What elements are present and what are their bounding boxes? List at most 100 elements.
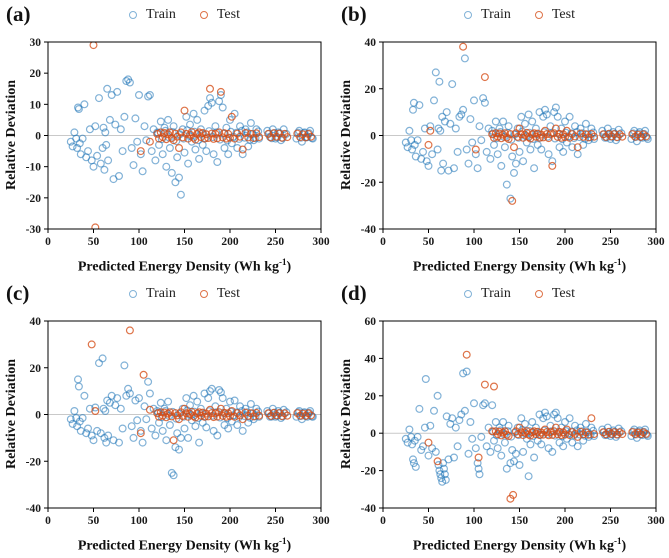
test-marker-icon [534, 290, 543, 298]
svg-text:40: 40 [365, 37, 377, 49]
svg-text:0: 0 [35, 410, 41, 422]
svg-text:0: 0 [35, 131, 41, 143]
svg-text:20: 20 [30, 363, 42, 375]
svg-text:250: 250 [267, 236, 285, 248]
legend-train-label: Train [146, 286, 176, 301]
legend-item-train: Train [464, 286, 511, 302]
svg-text:10: 10 [30, 99, 42, 111]
x-axis-label: Predicted Energy Density (Wh kg-1) [412, 536, 627, 554]
svg-text:300: 300 [647, 515, 665, 527]
legend-item-test: Test [534, 7, 575, 23]
test-points [424, 350, 651, 503]
svg-text:40: 40 [30, 316, 42, 328]
scatter-plot-b: 0 50 100 150 200 250 300 -40 -20 0 20 40 [361, 37, 665, 248]
svg-text:250: 250 [602, 236, 620, 248]
svg-text:-40: -40 [361, 503, 377, 515]
svg-text:0: 0 [370, 131, 376, 143]
axes-frame [382, 320, 657, 509]
test-marker-icon [199, 290, 208, 298]
train-points [401, 54, 652, 203]
legend-test-label: Test [216, 7, 240, 22]
svg-text:100: 100 [465, 515, 483, 527]
test-points [87, 326, 316, 445]
axis-ticks [379, 41, 657, 233]
legend: Train Test [48, 286, 321, 302]
legend-train-label: Train [146, 7, 176, 22]
tick-labels: 0 50 100 150 200 250 300 -30 -20 -10 0 10 20 30 [26, 37, 330, 248]
legend-item-train: Train [129, 7, 176, 23]
svg-text:-20: -20 [26, 456, 42, 468]
svg-text:0: 0 [45, 236, 51, 248]
legend-test-label: Test [551, 7, 575, 22]
svg-text:250: 250 [267, 515, 285, 527]
svg-text:0: 0 [380, 236, 386, 248]
svg-text:50: 50 [423, 515, 435, 527]
train-marker-icon [129, 11, 138, 19]
legend-train-label: Train [481, 286, 511, 301]
train-points [66, 354, 317, 480]
panel-b: 0 50 100 150 200 250 300 -40 -20 0 20 40 (b) Train … [335, 0, 669, 279]
svg-text:150: 150 [176, 515, 194, 527]
svg-text:200: 200 [221, 515, 239, 527]
svg-text:-30: -30 [26, 224, 42, 236]
svg-text:200: 200 [556, 236, 574, 248]
axis-ticks [379, 320, 657, 512]
axis-ticks [44, 41, 322, 233]
y-axis-label: Relative Deviation [4, 358, 19, 470]
legend-item-test: Test [199, 7, 240, 23]
legend-test-label: Test [216, 286, 240, 301]
svg-text:150: 150 [511, 236, 529, 248]
scatter-plot-a: 0 50 100 150 200 250 300 -30 -20 -10 0 10 20 30 [26, 37, 330, 248]
train-marker-icon [464, 290, 473, 298]
test-points [89, 42, 316, 229]
panel-letter: (c) [6, 281, 30, 305]
panel-c: 0 50 100 150 200 250 300 -40 -20 0 20 40 (c) Train … [0, 279, 334, 558]
tick-labels: 0 50 100 150 200 250 300 -40 -20 0 20 40 60 [361, 316, 665, 527]
x-axis-label: Predicted Energy Density (Wh kg-1) [412, 257, 627, 275]
legend-item-train: Train [464, 7, 511, 23]
test-marker-icon [534, 11, 543, 19]
legend: Train Test [383, 7, 656, 23]
svg-text:-20: -20 [26, 193, 42, 205]
svg-text:-20: -20 [361, 177, 377, 189]
panel-letter: (a) [6, 2, 31, 26]
legend-item-test: Test [199, 286, 240, 302]
svg-text:0: 0 [380, 515, 386, 527]
train-points [401, 367, 652, 486]
svg-text:20: 20 [365, 84, 377, 96]
y-axis-label: Relative Deviation [339, 358, 354, 470]
panel-a: 0 50 100 150 200 250 300 -30 -20 -10 0 10 20 30 (a) T… [0, 0, 334, 279]
svg-text:300: 300 [312, 515, 330, 527]
svg-text:0: 0 [45, 515, 51, 527]
svg-text:100: 100 [130, 236, 148, 248]
scatter-plot-d: 0 50 100 150 200 250 300 -40 -20 0 20 40 60 [361, 316, 665, 527]
legend-item-train: Train [129, 286, 176, 302]
svg-text:50: 50 [88, 515, 100, 527]
svg-text:100: 100 [465, 236, 483, 248]
svg-text:250: 250 [602, 515, 620, 527]
legend-train-label: Train [481, 7, 511, 22]
train-marker-icon [464, 11, 473, 19]
svg-text:150: 150 [511, 515, 529, 527]
svg-text:50: 50 [423, 236, 435, 248]
legend: Train Test [383, 286, 656, 302]
tick-labels: 0 50 100 150 200 250 300 -40 -20 0 20 40 [361, 37, 665, 248]
svg-text:200: 200 [556, 515, 574, 527]
svg-text:100: 100 [130, 515, 148, 527]
x-axis-label: Predicted Energy Density (Wh kg-1) [77, 536, 292, 554]
svg-text:-20: -20 [361, 466, 377, 478]
svg-text:-10: -10 [26, 162, 42, 174]
panel-letter: (d) [341, 281, 367, 305]
test-points [424, 42, 651, 205]
y-axis-label: Relative Deviation [339, 79, 354, 191]
test-marker-icon [199, 11, 208, 19]
svg-text:60: 60 [365, 316, 377, 328]
svg-text:20: 20 [365, 391, 377, 403]
svg-text:150: 150 [176, 236, 194, 248]
svg-text:200: 200 [221, 236, 239, 248]
svg-text:0: 0 [370, 428, 376, 440]
svg-text:30: 30 [30, 37, 42, 49]
svg-text:40: 40 [365, 353, 377, 365]
svg-text:20: 20 [30, 68, 42, 80]
